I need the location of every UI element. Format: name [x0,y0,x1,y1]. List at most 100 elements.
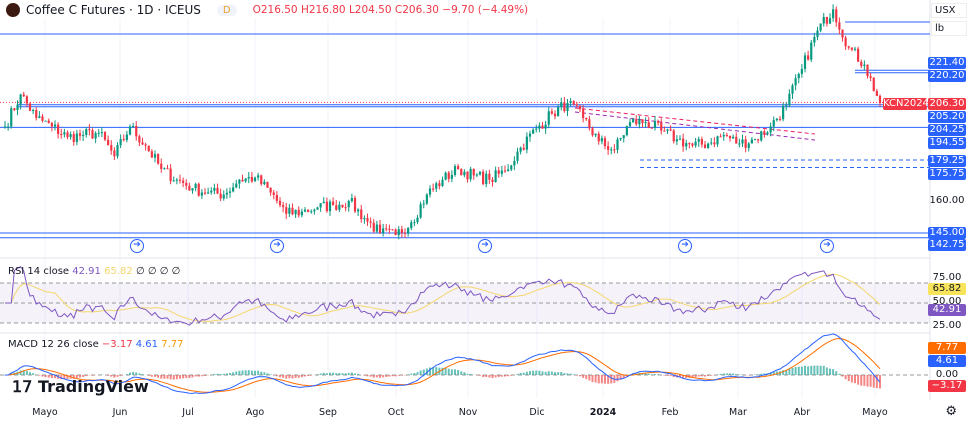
x-axis-tick: Dic [529,407,545,418]
contract-roll-icon[interactable]: ➔ [478,239,492,253]
candle-body [716,136,719,145]
macd-histogram-bar [735,374,738,375]
candle-body [788,93,791,106]
candle-body [644,122,647,124]
macd-histogram-bar [563,373,566,375]
contract-roll-icon[interactable]: ➔ [270,239,284,253]
candle-body [778,118,782,120]
x-axis-tick: Nov [458,407,478,418]
candle-body [25,96,28,104]
candle-body [335,205,338,210]
candle-body [663,130,666,132]
symbol-title[interactable]: Coffee C Futures · 1D · ICEUS [26,3,201,17]
macd-histogram-bar [147,375,150,376]
candle-body [744,139,747,148]
candle-body [75,133,78,142]
macd-histogram-bar [219,374,222,375]
candle-body [144,144,147,146]
macd-histogram-bar [291,375,294,379]
macd-histogram-bar [354,373,356,375]
candle-body [125,134,128,141]
candle-body [110,145,113,151]
candle-body [97,132,100,134]
macd-histogram-bar [622,375,625,379]
candle-body [400,229,403,233]
candle-body [810,42,813,60]
candle-body [66,132,69,138]
candle-body [832,9,835,19]
currency-select[interactable]: USX [931,3,967,18]
macd-histogram-bar [422,369,425,375]
candle-body [532,129,535,134]
macd-histogram-bar [666,375,669,376]
rsi-tick: 75.00 [932,272,962,283]
macd-histogram-bar [244,370,247,375]
interval-badge[interactable]: D [216,4,237,16]
candle-body [28,103,32,111]
candle-body [457,166,460,170]
candle-body [807,55,810,60]
candle-body [469,168,472,180]
candle-body [50,123,53,127]
unit-select[interactable]: lb [931,21,967,36]
rsi-label: 42.91 [928,304,966,316]
macd-histogram-bar [429,367,431,375]
macd-histogram-bar [604,375,606,384]
candle-body [860,61,863,66]
macd-histogram-bar [647,373,650,375]
candle-body [825,16,828,24]
macd-histogram-bar [594,375,597,383]
level-label: 142.75 [928,239,966,251]
contract-roll-icon[interactable]: ➔ [130,239,144,253]
candle-body [528,133,532,137]
candle-body [563,102,566,112]
candle-body [603,138,607,147]
candle-body [169,168,172,182]
macd-histogram-bar [25,370,28,375]
candle-body [272,192,275,196]
macd-histogram-bar [560,372,563,375]
macd-histogram-bar [829,368,831,375]
macd-histogram-bar [788,368,791,375]
macd-histogram-bar [232,372,235,375]
macd-histogram-bar [216,373,219,375]
candle-body [157,154,160,164]
candle-body [413,222,416,224]
macd-histogram-bar [875,375,878,389]
macd-histogram-bar [172,375,175,380]
contract-roll-icon[interactable]: ➔ [820,239,834,253]
settings-icon[interactable]: ⚙ [945,404,957,419]
rsi-legend[interactable]: RSI 14 close 42.91 65.82 ∅ ∅ ∅ ∅ [8,266,181,277]
candle-body [163,168,166,170]
macd-legend[interactable]: MACD 12 26 close −3.17 4.61 7.77 [8,339,184,350]
candle-body [485,173,488,185]
contract-roll-icon[interactable]: ➔ [678,239,692,253]
candle-body [863,64,866,66]
macd-histogram-bar [279,375,281,378]
macd-signal-line [5,337,881,393]
macd-histogram-bar [160,375,163,379]
candle-body [172,180,175,182]
candle-body [691,143,694,146]
x-axis-tick: Mayo [862,407,888,418]
candle-body [588,119,591,129]
macd-tick: 0.00 [935,369,959,380]
macd-histogram-bar [507,375,510,377]
candle-body [769,126,772,133]
macd-histogram-bar [791,367,794,375]
macd-histogram-bar [197,375,200,377]
macd-histogram-bar [419,370,422,375]
macd-histogram-bar [266,373,269,375]
macd-histogram-bar [213,373,216,375]
macd-histogram-bar [91,375,94,376]
macd-signal-label: 7.77 [928,342,966,354]
candle-body [669,129,672,131]
macd-histogram-bar [357,373,360,375]
candle-body [747,143,750,148]
macd-label: 4.61 [928,355,966,367]
candle-body [522,147,525,150]
macd-histogram-bar [500,375,503,377]
candle-body [460,169,463,176]
candle-body [738,143,741,145]
